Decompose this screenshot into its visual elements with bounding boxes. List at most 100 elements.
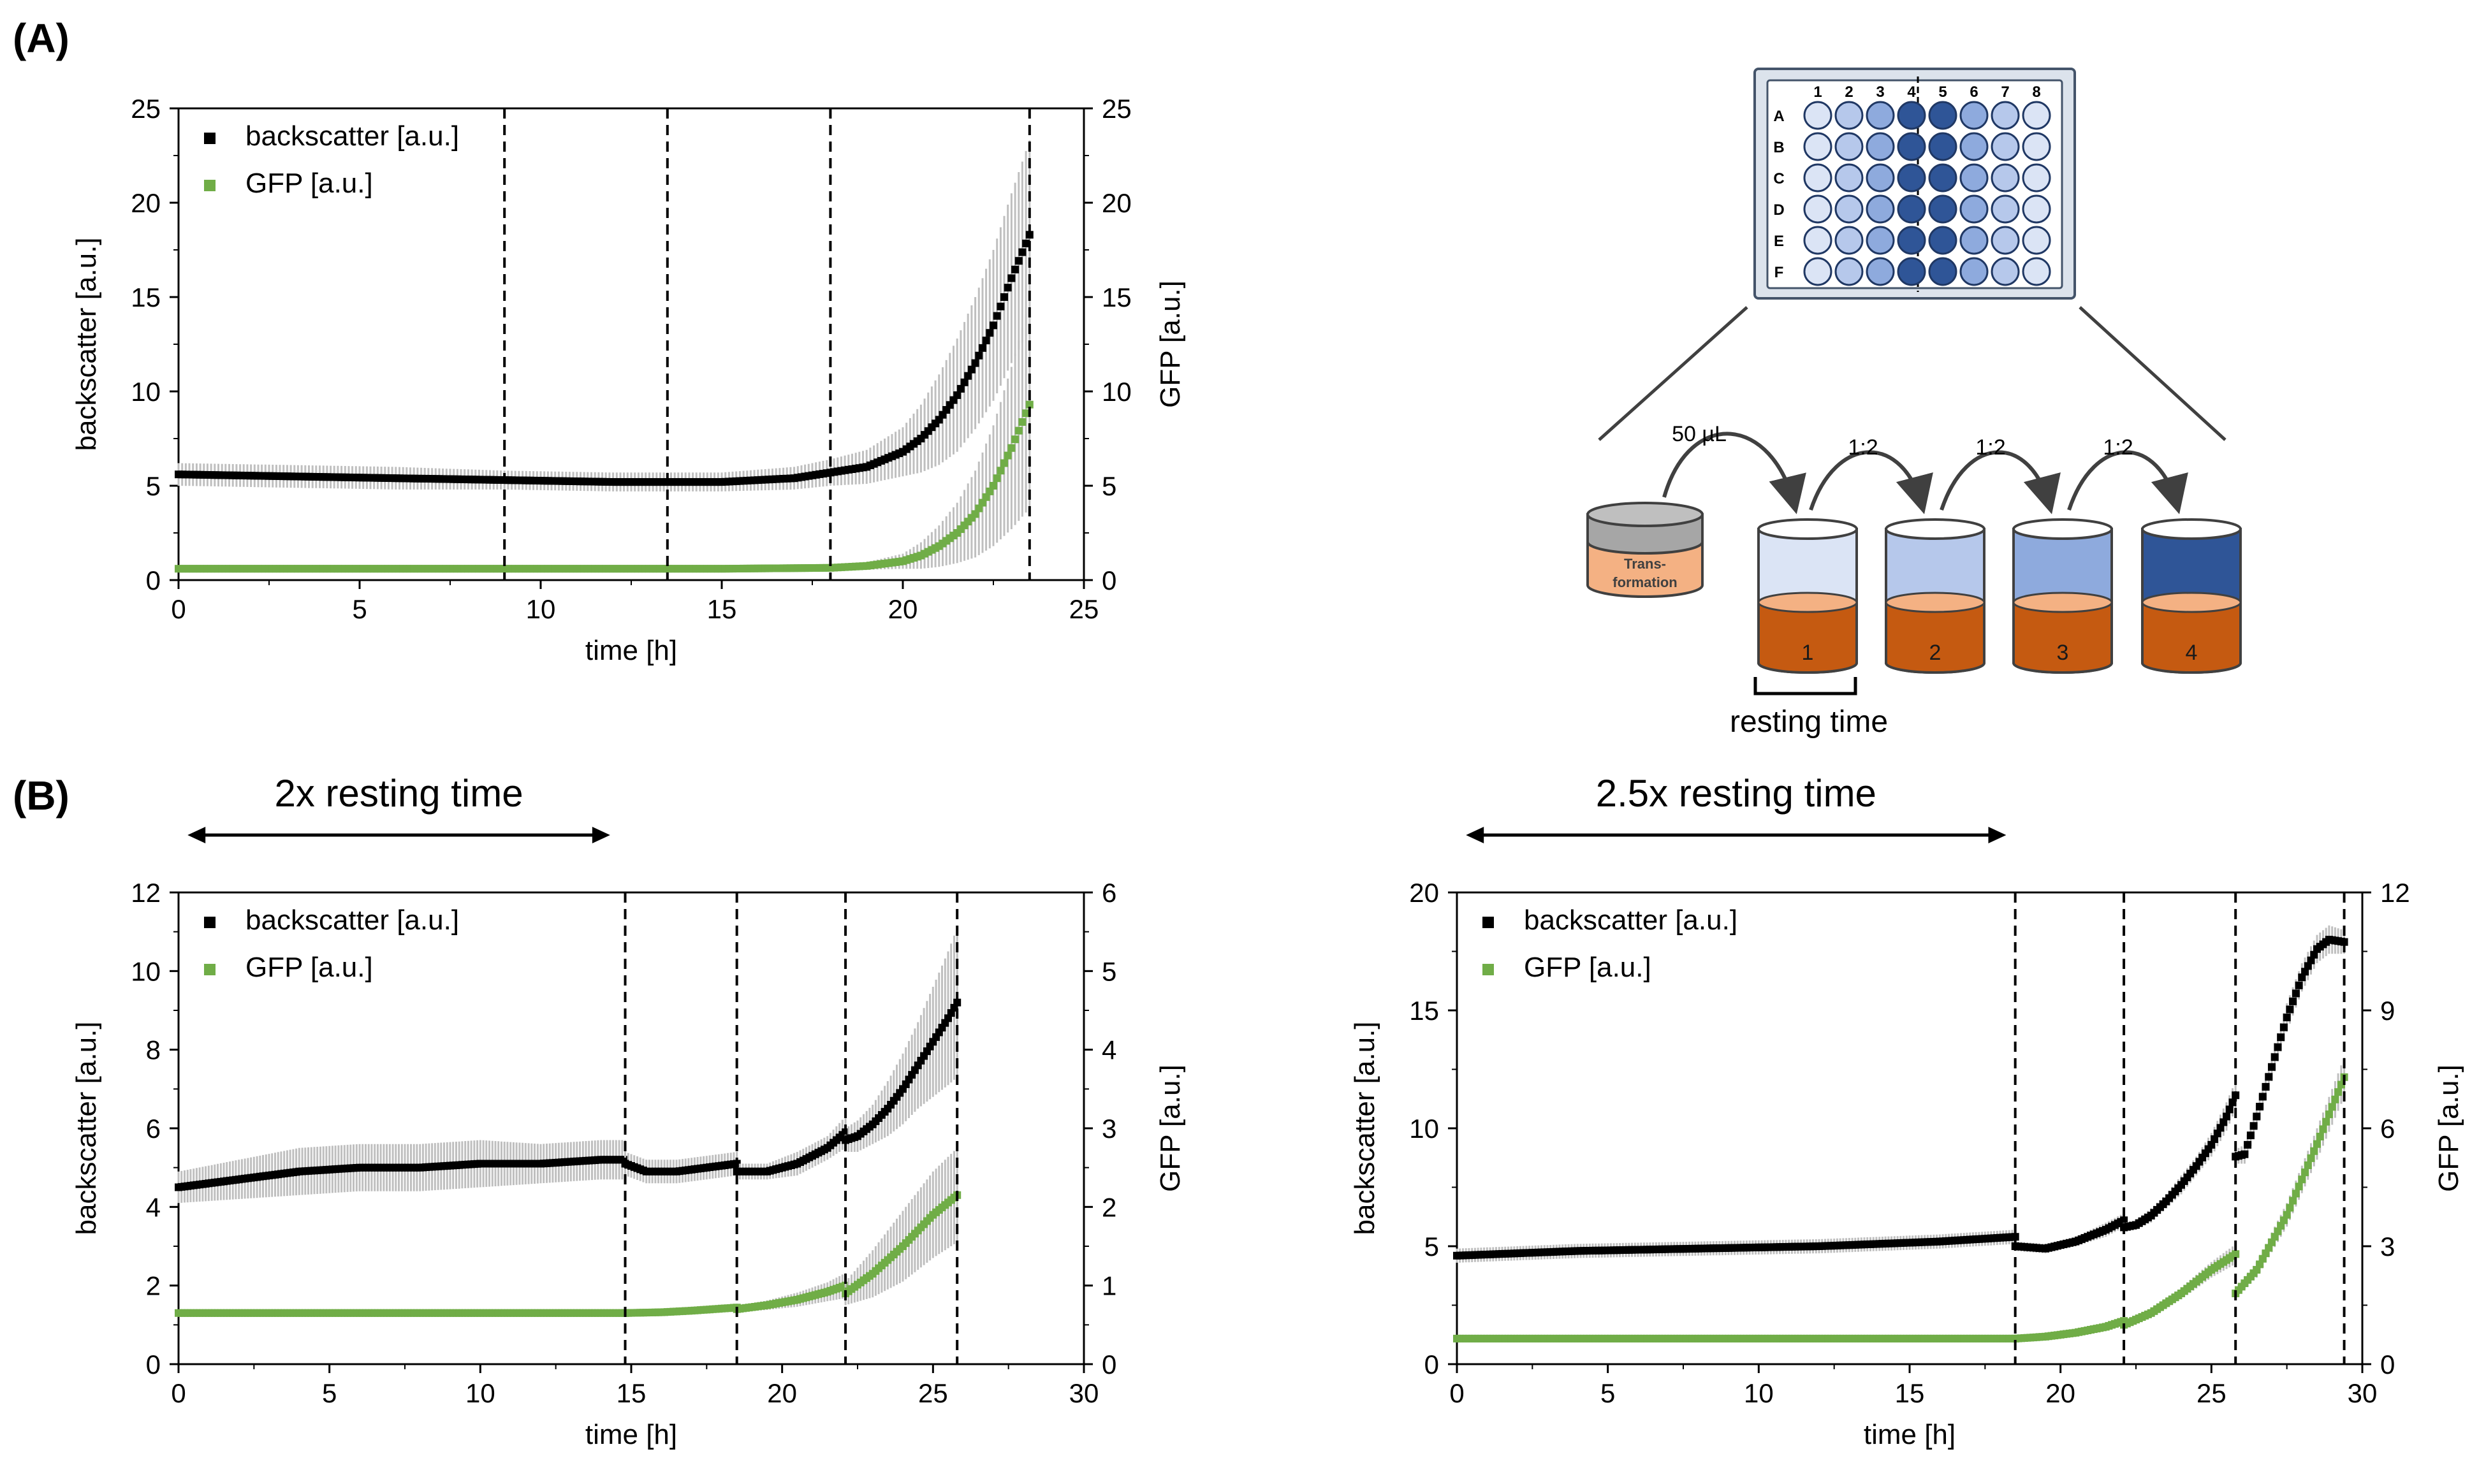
y-right-tick-label: 20 bbox=[1102, 188, 1132, 218]
y-right-tick-label: 25 bbox=[1102, 94, 1132, 124]
well-rim bbox=[1885, 518, 1985, 540]
plate-well bbox=[1803, 226, 1832, 255]
data-point bbox=[2325, 1110, 2333, 1119]
error-bars bbox=[2234, 1058, 2346, 1298]
data-point bbox=[2328, 1103, 2336, 1111]
y-right-tick-label: 9 bbox=[2380, 996, 2395, 1026]
transfer-label-4: 1:2 bbox=[2103, 435, 2133, 460]
y-left-tick-label: 12 bbox=[131, 878, 161, 908]
series-0 bbox=[175, 140, 1034, 491]
x-tick-label: 25 bbox=[918, 1378, 948, 1408]
y-right-tick-label: 0 bbox=[2380, 1349, 2395, 1379]
x-tick-label: 25 bbox=[2197, 1378, 2226, 1408]
plate-well bbox=[1928, 163, 1957, 193]
plate-column-label: 5 bbox=[1938, 84, 1947, 101]
data-point bbox=[975, 351, 983, 360]
data-point bbox=[2262, 1082, 2270, 1091]
y-right-axis-title: GFP [a.u.] bbox=[2433, 1065, 2464, 1192]
y-left-tick-label: 10 bbox=[131, 377, 161, 407]
error-bars bbox=[177, 1140, 626, 1204]
plate-well bbox=[1834, 226, 1864, 255]
well-medium bbox=[1757, 601, 1858, 674]
data-point bbox=[1007, 274, 1016, 282]
data-point bbox=[2319, 1125, 2327, 1133]
data-point bbox=[2295, 981, 2303, 989]
well-rim bbox=[2012, 518, 2113, 540]
data-point bbox=[1014, 257, 1023, 265]
plate-column-label: 2 bbox=[1845, 84, 1853, 101]
data-point bbox=[2301, 1168, 2309, 1177]
plate-row-label: D bbox=[1773, 201, 1784, 219]
plate-well bbox=[2022, 101, 2051, 130]
well-number-label: 4 bbox=[2186, 641, 2198, 665]
y-left-tick-label: 2 bbox=[146, 1271, 161, 1301]
plate-row-label: B bbox=[1773, 139, 1784, 156]
data-point bbox=[1022, 409, 1030, 418]
transformation-label-1: Trans- bbox=[1624, 556, 1666, 572]
data-point bbox=[2304, 1161, 2312, 1169]
y-right-tick-label: 0 bbox=[1102, 565, 1116, 595]
data-point bbox=[997, 467, 1005, 475]
data-point bbox=[1004, 284, 1012, 292]
data-point bbox=[2253, 1112, 2261, 1121]
plate-well bbox=[1897, 101, 1926, 130]
y-left-tick-label: 0 bbox=[1424, 1349, 1439, 1379]
transformation-tube: Trans- formation bbox=[1586, 502, 1704, 598]
data-point bbox=[1022, 239, 1030, 247]
series-1 bbox=[175, 300, 1034, 573]
plate-well bbox=[1959, 101, 1989, 130]
data-point bbox=[2223, 1112, 2230, 1121]
y-left-tick-label: 10 bbox=[1409, 1114, 1439, 1144]
transfer-arrow-4 bbox=[2067, 450, 2188, 514]
plate-row-label: F bbox=[1774, 264, 1784, 281]
well-number-label: 3 bbox=[2057, 641, 2069, 665]
plate-well bbox=[1897, 163, 1926, 193]
plate-column-label: 1 bbox=[1813, 84, 1822, 101]
y-right-tick-label: 6 bbox=[2380, 1114, 2395, 1144]
annotation-label: 2.5x resting time bbox=[1596, 772, 1876, 815]
x-axis-title: time [h] bbox=[1864, 1419, 1956, 1450]
plate-well bbox=[2022, 194, 2051, 224]
plate-well bbox=[1803, 257, 1832, 286]
plate-well bbox=[1866, 194, 1895, 224]
y-left-tick-label: 15 bbox=[131, 282, 161, 312]
plate-column-label: 3 bbox=[1876, 84, 1884, 101]
data-point bbox=[2313, 1140, 2321, 1148]
x-tick-label: 10 bbox=[465, 1378, 495, 1408]
well-number-label: 1 bbox=[1802, 641, 1814, 665]
transfer-label-2: 1:2 bbox=[1848, 435, 1878, 460]
y-left-tick-label: 8 bbox=[146, 1035, 161, 1065]
data-point bbox=[993, 474, 1001, 483]
data-point bbox=[982, 337, 990, 345]
series-1 bbox=[175, 1147, 961, 1317]
legend-label: GFP [a.u.] bbox=[245, 168, 373, 199]
plate-connector-right bbox=[2079, 306, 2226, 441]
plate-well bbox=[1928, 101, 1957, 130]
well-rim bbox=[2141, 518, 2242, 540]
data-point bbox=[2011, 1233, 2019, 1241]
plate-well bbox=[2022, 257, 2051, 286]
legend-label: GFP [a.u.] bbox=[1524, 952, 1651, 983]
y-right-axis-title: GFP [a.u.] bbox=[1155, 1065, 1186, 1192]
y-left-tick-label: 5 bbox=[146, 471, 161, 501]
x-axis-title: time [h] bbox=[585, 1419, 677, 1450]
well-medium bbox=[2141, 601, 2242, 674]
panel-label-b: (B) bbox=[13, 773, 69, 818]
y-right-tick-label: 6 bbox=[1102, 878, 1116, 908]
plate-well bbox=[1959, 132, 1989, 161]
plate-well bbox=[1834, 132, 1864, 161]
plate-well bbox=[1866, 132, 1895, 161]
error-bars bbox=[844, 927, 958, 1152]
x-tick-label: 15 bbox=[617, 1378, 647, 1408]
x-tick-label: 10 bbox=[526, 594, 556, 624]
data-point bbox=[990, 321, 997, 330]
plate-column-label: 8 bbox=[2032, 84, 2040, 101]
data-point bbox=[2298, 1175, 2306, 1184]
data-point bbox=[990, 482, 997, 490]
plate-well bbox=[1897, 194, 1926, 224]
legend-marker bbox=[1482, 964, 1494, 975]
legend-label: backscatter [a.u.] bbox=[1524, 905, 1737, 936]
x-tick-label: 15 bbox=[1895, 1378, 1925, 1408]
y-right-tick-label: 5 bbox=[1102, 956, 1116, 986]
